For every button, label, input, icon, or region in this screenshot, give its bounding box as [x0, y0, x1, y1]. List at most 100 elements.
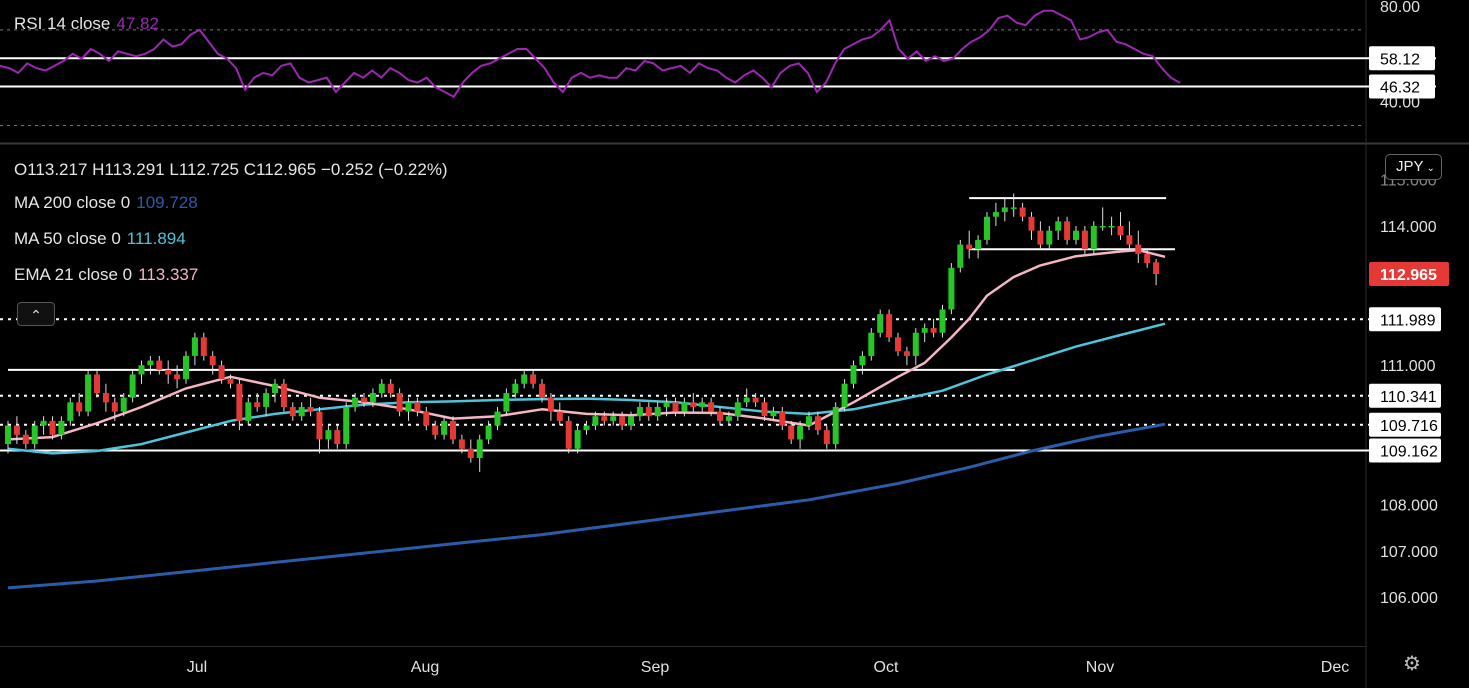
candle-body [414, 402, 421, 412]
candle [610, 411, 617, 426]
candle [76, 393, 83, 417]
candle-body [174, 374, 181, 380]
candle-body [289, 406, 296, 417]
candle-body [619, 416, 626, 426]
candle-body [814, 416, 821, 431]
candle [743, 388, 750, 407]
candle [307, 397, 314, 417]
candle-body [859, 355, 866, 366]
candle-body [156, 360, 163, 370]
high-value: H113.291 [92, 160, 165, 179]
close-value: C112.965 [243, 160, 317, 179]
ma-line-ma200 [7, 422, 1166, 590]
candle [494, 406, 501, 431]
candle [503, 388, 510, 417]
candle-body [539, 383, 545, 398]
last-price-tag [1369, 262, 1449, 287]
rsi-level-tag-label: 46.32 [1380, 79, 1420, 96]
candle [886, 309, 893, 342]
candle [806, 411, 812, 431]
candle-body [102, 393, 109, 403]
candle [903, 346, 910, 366]
candle-body [930, 328, 937, 333]
candle-body [138, 365, 145, 375]
candle-body [378, 383, 385, 394]
candle-body [76, 402, 83, 412]
candle-body [832, 406, 839, 445]
candle-body [343, 406, 350, 445]
price-pane [0, 193, 1436, 590]
rsi-level-tag-label: 58.12 [1380, 51, 1420, 68]
candle [1010, 193, 1017, 217]
collapse-legend-button[interactable]: ⌃ [17, 302, 55, 326]
candle [592, 411, 599, 431]
candle-body [797, 425, 804, 440]
candle-body [441, 420, 448, 435]
candle [254, 393, 261, 412]
candle-body [636, 406, 643, 417]
candle-body [1117, 226, 1124, 236]
candle [912, 328, 919, 366]
candle [619, 411, 626, 431]
candle-body [1037, 230, 1044, 245]
change-value: −0.252 (−0.22%) [320, 160, 448, 179]
price-level-tag [1369, 307, 1441, 332]
candle [895, 332, 901, 356]
candle [984, 212, 990, 245]
candle [1073, 226, 1079, 245]
candle-body [574, 430, 581, 449]
candle-body [556, 411, 563, 421]
ema21-legend[interactable]: EMA 21 close 0 113.337 [14, 265, 198, 285]
candle [352, 393, 359, 412]
candle-body [1135, 244, 1142, 254]
candle [1019, 202, 1026, 222]
candle [539, 379, 545, 403]
rsi-value: 47.82 [116, 14, 159, 33]
candle-body [770, 411, 777, 417]
rsi-line [0, 9, 1181, 99]
candle-body [1046, 230, 1053, 245]
candle [85, 369, 92, 417]
ma200-legend[interactable]: MA 200 close 0 109.728 [14, 193, 198, 213]
price-level-tag-label: 109.716 [1380, 418, 1438, 435]
candle [521, 369, 528, 389]
candle [49, 416, 56, 440]
candle [708, 397, 715, 417]
ma200-value: 109.728 [136, 193, 198, 212]
candle [1144, 249, 1151, 268]
ma50-legend[interactable]: MA 50 close 0 111.894 [14, 229, 186, 249]
candle-body [396, 393, 403, 412]
candle [316, 406, 323, 454]
candle-body [1001, 207, 1008, 213]
candle [200, 332, 207, 361]
candle-body [298, 406, 305, 417]
month-label: Sep [641, 659, 670, 676]
candle [120, 393, 127, 417]
candle-body [654, 406, 661, 417]
candle-body [13, 425, 20, 435]
candle-body [369, 393, 376, 403]
candle-body [565, 420, 572, 449]
candle [174, 365, 181, 389]
candle-body [325, 430, 332, 440]
price-axis: 80.00 40.00 58.12 46.32 114.000 111.000 108.00… [1369, 0, 1449, 607]
candle-body [895, 337, 901, 352]
candle-body [111, 402, 118, 412]
candle-body [734, 402, 741, 417]
ema21-label: EMA 21 close 0 [14, 265, 133, 284]
candle-body [717, 411, 723, 421]
price-tick-label: 114.000 [1380, 219, 1437, 236]
candle-body [948, 267, 955, 310]
candle [22, 430, 29, 449]
candle-body [699, 402, 706, 407]
candle [263, 388, 270, 417]
candle [227, 374, 234, 389]
candle [67, 397, 74, 426]
currency-dropdown[interactable]: JPY ⌄ [1385, 154, 1442, 180]
candle-body [886, 314, 893, 338]
candle-body [361, 397, 367, 403]
candle [547, 393, 554, 421]
gear-icon[interactable]: ⚙ [1403, 653, 1421, 675]
